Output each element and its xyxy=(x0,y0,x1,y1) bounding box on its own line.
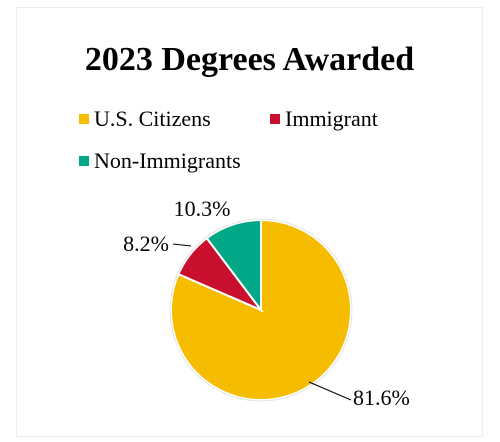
legend-item-non-immigrants: Non-Immigrants xyxy=(79,148,241,174)
pie-chart: 81.6% 8.2%10.3% xyxy=(123,196,410,410)
legend-swatch-immigrant xyxy=(270,114,280,124)
data-label-non-immigrants: 10.3% xyxy=(174,196,231,221)
data-label-us-citizens: 81.6% xyxy=(353,385,410,410)
leader-line-us-citizens xyxy=(308,381,352,401)
legend-swatch-non-immigrants xyxy=(79,156,89,166)
legend-label-non-immigrants: Non-Immigrants xyxy=(94,148,241,173)
legend-swatch-us-citizens xyxy=(79,114,89,124)
leader-line-immigrant xyxy=(172,243,192,247)
chart-title: 2023 Degrees Awarded xyxy=(84,41,415,78)
legend-label-immigrant: Immigrant xyxy=(285,106,378,131)
legend-item-immigrant: Immigrant xyxy=(270,106,378,132)
legend-label-us-citizens: U.S. Citizens xyxy=(94,106,211,131)
data-label-immigrant: 8.2% xyxy=(123,231,169,256)
chart-card: 2023 Degrees Awarded U.S. Citizens Immig… xyxy=(16,7,483,437)
legend-item-us-citizens: U.S. Citizens xyxy=(79,106,211,132)
pie-slice-non-immigrants xyxy=(205,218,262,313)
pie-outline xyxy=(169,218,353,402)
